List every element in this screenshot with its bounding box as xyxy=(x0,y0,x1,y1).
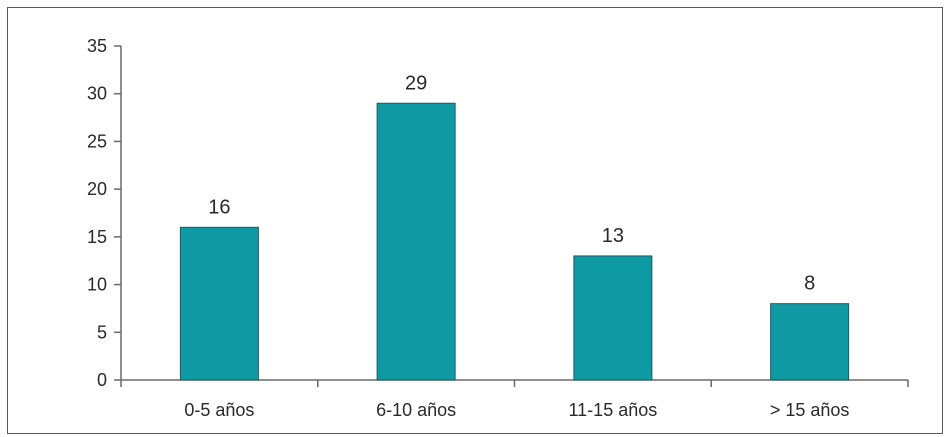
y-tick-label: 10 xyxy=(87,275,107,295)
y-tick-label: 0 xyxy=(97,370,107,390)
y-tick-label: 5 xyxy=(97,322,107,342)
x-tick-label: > 15 años xyxy=(770,400,850,420)
y-tick-label: 35 xyxy=(87,36,107,56)
y-tick-label: 15 xyxy=(87,227,107,247)
data-label: 8 xyxy=(804,273,815,295)
x-tick-label: 11-15 años xyxy=(569,400,658,420)
data-label: 16 xyxy=(208,196,230,218)
y-tick-label: 25 xyxy=(87,131,107,151)
y-axis: 0 5 10 15 20 25 30 35 xyxy=(87,36,122,390)
data-label: 29 xyxy=(405,72,427,94)
bars xyxy=(179,102,850,381)
data-label: 13 xyxy=(602,225,624,247)
y-tick-label: 20 xyxy=(87,179,107,199)
data-labels: 16 29 13 8 xyxy=(208,72,815,294)
y-tick-label: 30 xyxy=(87,84,107,104)
bar xyxy=(770,303,850,381)
bar xyxy=(573,255,653,381)
bar xyxy=(376,102,456,381)
x-tick-label: 0-5 años xyxy=(184,400,254,420)
x-axis: 0-5 años 6-10 años 11-15 años > 15 años xyxy=(120,379,909,420)
bar xyxy=(179,226,259,381)
x-tick-label: 6-10 años xyxy=(376,400,456,420)
